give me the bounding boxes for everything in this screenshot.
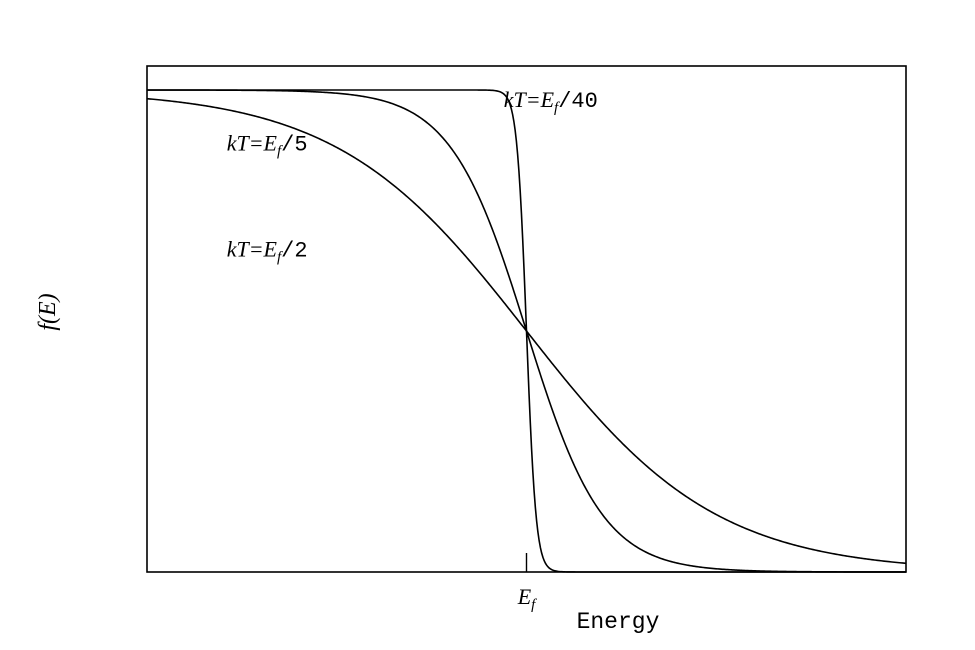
series-label-2: kT=Ef/5 [227, 130, 308, 159]
series-line-3 [146, 97, 907, 565]
x-tick-label-ef: Ef [517, 584, 537, 613]
x-axis-label: Energy [577, 609, 660, 635]
curves-group [146, 89, 907, 573]
curve-labels-group: kT=Ef/40 kT=Ef/5 kT=Ef/2 [227, 87, 598, 265]
series-label-1: kT=Ef/40 [504, 87, 598, 116]
series-label-3: kT=Ef/2 [227, 236, 308, 265]
y-axis-label: f(E) [35, 293, 61, 330]
